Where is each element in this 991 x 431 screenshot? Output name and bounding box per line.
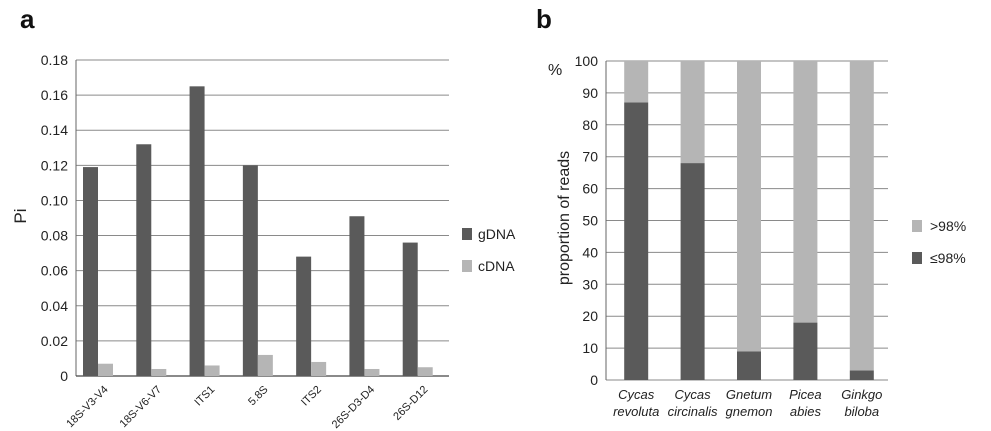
b-bar-segment [793,322,818,380]
a-y-tick-label: 0.18 [41,52,68,68]
panel-b-y-unit: % [548,62,562,79]
a-y-tick-label: 0.04 [41,298,68,314]
b-x-tick-label: gnemon [726,404,773,419]
b-legend-label: >98% [930,218,966,234]
a-bar-cDNA [417,367,433,376]
a-x-tick-label: 26S-D12 [391,384,430,423]
a-y-tick-label: 0.02 [41,333,68,349]
a-y-tick-label: 0 [60,368,68,384]
a-y-tick-label: 0.16 [41,87,68,103]
b-y-tick-label: 0 [590,372,598,388]
a-bar-cDNA [257,354,273,376]
b-x-tick-label: abies [790,404,822,419]
a-bar-gDNA [189,86,205,376]
a-bar-cDNA [98,363,113,376]
b-x-tick-label: circinalis [668,404,718,419]
b-legend-swatch [912,220,922,232]
a-legend-swatch [462,260,472,272]
panel-b-label: b [536,4,552,34]
a-legend-swatch [462,228,472,240]
a-bar-gDNA [402,242,418,376]
b-bar-segment [849,370,874,380]
a-x-tick-label: 18S-V3-V4 [64,384,111,431]
a-bar-cDNA [204,365,220,376]
b-x-tick-label: Ginkgo [841,387,882,402]
b-x-tick-label: Gnetum [726,387,772,402]
a-legend-label: gDNA [478,226,516,242]
a-bar-cDNA [151,368,167,376]
b-y-tick-label: 30 [582,276,598,292]
a-bar-gDNA [349,216,365,376]
a-bar-gDNA [83,167,98,376]
b-y-tick-label: 70 [582,149,598,165]
a-x-tick-label: 26S-D3-D4 [330,384,377,431]
b-y-tick-label: 50 [582,213,598,229]
b-bar-segment [737,351,761,380]
panel-b-y-axis-label: proportion of reads [556,151,573,285]
a-bar-gDNA [242,165,258,376]
b-x-tick-label: Cycas [675,387,712,402]
panel-a-chart: a Pi 0 0.02 0.04 0.06 0.08 0.10 0.12 0.14 0.16 0.… [11,4,516,431]
a-x-tick-label: 18S-V6-V7 [118,384,165,431]
panel-a-label: a [20,4,35,34]
b-x-tick-label: Cycas [618,387,655,402]
panel-b-chart: b % proportion of reads 0 10 20 30 40 50 60 70 8… [536,4,966,419]
b-y-tick-label: 100 [575,53,599,69]
a-y-tick-label: 0.10 [41,192,68,208]
b-bar-segment [737,61,761,352]
b-bar-segment [849,61,874,371]
b-y-tick-label: 90 [582,85,598,101]
b-bar-segment [793,61,818,323]
b-legend-swatch [912,252,922,264]
b-y-tick-label: 20 [582,308,598,324]
a-bar-cDNA [311,361,327,376]
a-y-tick-label: 0.12 [41,157,68,173]
a-y-tick-label: 0.14 [41,122,68,138]
b-y-tick-label: 60 [582,181,598,197]
a-x-tick-label: ITS1 [192,384,217,409]
b-y-tick-label: 40 [582,244,598,260]
a-x-tick-label: 5.8S [246,384,270,408]
a-bar-gDNA [296,256,312,376]
b-x-tick-label: Picea [789,387,822,402]
a-legend-label: cDNA [478,258,515,274]
panel-a-y-axis-label: Pi [11,208,30,223]
b-y-tick-label: 10 [582,340,598,356]
a-y-tick-label: 0.06 [41,263,68,279]
b-x-tick-label: biloba [844,404,879,419]
b-y-tick-label: 80 [582,117,598,133]
a-bar-gDNA [136,144,152,376]
b-x-tick-label: revoluta [613,404,659,419]
a-bar-cDNA [364,368,380,376]
b-bar-segment [624,102,649,380]
b-legend-label: ≤98% [930,250,966,266]
b-bar-segment [624,61,649,103]
a-y-tick-label: 0.08 [41,228,68,244]
b-bar-segment [680,61,705,164]
a-x-tick-label: ITS2 [299,384,324,409]
b-bar-segment [680,163,705,380]
